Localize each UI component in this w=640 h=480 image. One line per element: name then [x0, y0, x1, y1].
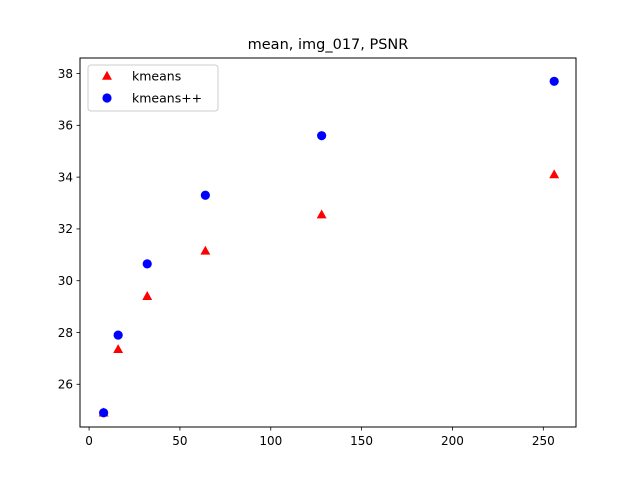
data-point-kmeansplusplus: [200, 190, 210, 200]
data-point-kmeansplusplus: [317, 131, 327, 141]
y-tick-label: 28: [58, 326, 73, 340]
data-point-kmeansplusplus: [142, 259, 152, 269]
data-point-kmeans: [142, 291, 153, 300]
legend: kmeans kmeans++: [87, 64, 219, 112]
data-point-kmeansplusplus: [99, 408, 109, 418]
data-point-kmeans: [113, 344, 124, 354]
legend-label: kmeans: [132, 69, 181, 84]
legend-label: kmeans++: [132, 91, 202, 106]
y-tick-label: 32: [58, 222, 73, 236]
x-tick-label: 0: [85, 434, 93, 448]
axes-frame: [79, 57, 577, 428]
legend-marker-kmeansplusplus: [102, 93, 112, 103]
x-tick-label: 100: [259, 434, 282, 448]
data-point-kmeansplusplus: [113, 330, 123, 340]
x-tick-label: 250: [532, 434, 555, 448]
data-point-kmeans: [549, 169, 560, 179]
legend-box: [87, 64, 219, 112]
plot-area: 0 50 100 150 200 250 26 28 30 32 34 36 38: [58, 67, 560, 448]
y-tick-label: 38: [58, 67, 73, 81]
legend-marker-kmeans: [102, 70, 112, 80]
x-tick-label: 150: [350, 434, 373, 448]
data-point-kmeans: [316, 209, 327, 219]
y-tick-label: 26: [58, 378, 73, 392]
y-tick-label: 30: [58, 274, 73, 288]
x-tick-label: 50: [172, 434, 187, 448]
y-tick-label: 36: [58, 119, 73, 133]
y-tick-label: 34: [58, 170, 73, 184]
x-tick-label: 200: [441, 434, 464, 448]
chart-title: mean, img_017, PSNR: [248, 37, 409, 53]
data-point-kmeansplusplus: [549, 76, 559, 86]
data-point-kmeans: [200, 245, 211, 255]
